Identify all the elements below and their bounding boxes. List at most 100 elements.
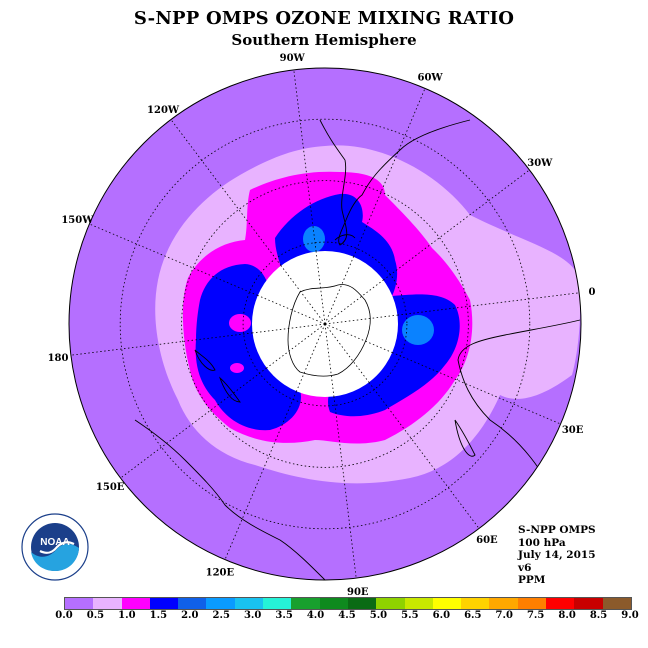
colorbar-swatch bbox=[93, 598, 122, 609]
colorbar-swatch bbox=[65, 598, 94, 609]
meridian-line bbox=[397, 292, 580, 316]
new-zealand bbox=[194, 349, 216, 371]
map-boundary bbox=[68, 67, 582, 581]
meridian-spoke bbox=[296, 323, 326, 392]
map-title: S-NPP OMPS OZONE MIXING RATIO bbox=[133, 8, 515, 29]
colorbar-tick-label: 3.0 bbox=[243, 610, 262, 621]
meridian-spoke bbox=[257, 295, 326, 325]
tierra-del-fuego bbox=[334, 234, 356, 241]
longitude-label: 150W bbox=[61, 215, 94, 226]
meridian-spoke bbox=[324, 323, 335, 397]
longitude-label: 150E bbox=[96, 482, 125, 493]
latitude-circle bbox=[119, 118, 531, 530]
colorbar-swatch bbox=[149, 598, 179, 609]
meridian-line bbox=[383, 169, 530, 281]
meridian-spoke bbox=[324, 323, 393, 353]
colorbar-swatch bbox=[178, 598, 207, 609]
longitude-labels: 90W 60W 30W 0 30E 60E 90E 120E 150E 180 150W 120W bbox=[48, 53, 596, 598]
longitude-label: 60W bbox=[418, 72, 444, 83]
meridian-line bbox=[392, 352, 561, 425]
africa-coast bbox=[457, 319, 581, 511]
colorbar-swatch bbox=[602, 598, 631, 609]
meridian-spoke bbox=[324, 314, 398, 325]
colorbar-swatch bbox=[319, 598, 348, 609]
colorbar-swatch bbox=[263, 598, 292, 609]
longitude-label: 90E bbox=[347, 587, 369, 598]
meridian-line bbox=[224, 391, 297, 560]
info-version: v6 bbox=[518, 561, 532, 574]
info-units: PPM bbox=[518, 574, 546, 586]
colorbar-tick-label: 1.5 bbox=[149, 610, 168, 621]
south-america-coast-west bbox=[319, 119, 346, 161]
south-america-coast bbox=[338, 119, 471, 246]
colorbar-tick-label: 9.0 bbox=[621, 610, 639, 621]
meridian-spoke bbox=[324, 279, 384, 325]
ozone-contour-2.0-east bbox=[402, 315, 434, 345]
colorbar-swatch bbox=[404, 598, 433, 609]
colorbar-tick-label: 4.0 bbox=[306, 610, 325, 621]
meridian-line bbox=[333, 396, 357, 579]
longitude-label: 120W bbox=[147, 105, 180, 116]
colorbar bbox=[64, 597, 632, 610]
longitude-label: 30W bbox=[527, 158, 553, 169]
colorbar-swatch bbox=[432, 598, 462, 609]
ozone-contour-magenta-spot bbox=[230, 363, 244, 373]
meridian-line bbox=[70, 332, 253, 356]
info-pressure: 100 hPa bbox=[518, 536, 566, 549]
colorbar-tick-label: 6.0 bbox=[432, 610, 451, 621]
longitude-label: 180 bbox=[48, 353, 69, 364]
info-panel: S-NPP OMPS 100 hPa July 14, 2015 v6 PPM bbox=[518, 524, 596, 587]
noaa-logo-text: NOAA bbox=[40, 537, 69, 548]
longitude-label: 120E bbox=[206, 568, 235, 579]
south-pole-dot bbox=[323, 322, 327, 326]
meridian-line bbox=[120, 367, 267, 479]
meridian-spoke bbox=[324, 256, 354, 325]
meridian-line bbox=[353, 88, 426, 257]
colorbar-swatch bbox=[489, 598, 518, 609]
noaa-logo-icon: NOAA bbox=[21, 513, 89, 581]
meridian-spoke bbox=[252, 323, 326, 334]
colorbar-swatch bbox=[376, 598, 405, 609]
colorbar-tick-label: 4.5 bbox=[338, 610, 356, 621]
longitude-label: 0 bbox=[589, 287, 596, 298]
longitude-label: 90W bbox=[280, 53, 306, 64]
madagascar bbox=[454, 419, 476, 457]
colorbar-swatch bbox=[291, 598, 320, 609]
colorbar-tick-label: 0.0 bbox=[55, 610, 73, 621]
colorbar-tick-label: 5.0 bbox=[369, 610, 388, 621]
australia-coast bbox=[134, 419, 326, 580]
new-zealand-south bbox=[218, 376, 241, 403]
colorbar-tick-label: 0.5 bbox=[86, 610, 105, 621]
meridian-line bbox=[89, 223, 258, 296]
ozone-contour-1.5-west bbox=[195, 264, 301, 431]
colorbar-swatch bbox=[234, 598, 264, 609]
ozone-contour-magenta-hole bbox=[229, 314, 251, 332]
meridian-line bbox=[368, 382, 480, 529]
meridian-spoke bbox=[315, 251, 326, 325]
ozone-contour-2.0-north bbox=[303, 226, 325, 252]
colorbar-tick-label: 3.5 bbox=[275, 610, 293, 621]
map-subtitle: Southern Hemisphere bbox=[231, 31, 417, 49]
info-instrument: S-NPP OMPS bbox=[518, 524, 596, 536]
colorbar-tick-label: 8.0 bbox=[558, 610, 576, 621]
graticule bbox=[70, 69, 580, 579]
colorbar-swatch bbox=[121, 598, 150, 609]
latitude-circle bbox=[242, 241, 408, 407]
info-date: July 14, 2015 bbox=[518, 549, 596, 561]
longitude-label: 30E bbox=[562, 425, 584, 436]
colorbar-swatch bbox=[517, 598, 547, 609]
meridian-spoke bbox=[280, 265, 326, 325]
meridian-line bbox=[170, 119, 282, 266]
colorbar-tick-label: 1.0 bbox=[118, 610, 136, 621]
colorbar-tick-label: 2.5 bbox=[212, 610, 230, 621]
longitude-label: 60E bbox=[476, 535, 498, 546]
meridian-line bbox=[293, 69, 317, 252]
colorbar-tick-labels: 0.0 0.5 1.0 1.5 2.0 2.5 3.0 3.5 4.0 4.5 5.0 5.5 6.0 6… bbox=[0, 610, 648, 624]
colorbar-tick-label: 7.5 bbox=[526, 610, 545, 621]
colorbar-swatch bbox=[206, 598, 235, 609]
colorbar-tick-label: 2.0 bbox=[181, 610, 199, 621]
colorbar-swatch bbox=[461, 598, 490, 609]
colorbar-tick-label: 6.5 bbox=[464, 610, 482, 621]
colorbar-swatch bbox=[574, 598, 603, 609]
